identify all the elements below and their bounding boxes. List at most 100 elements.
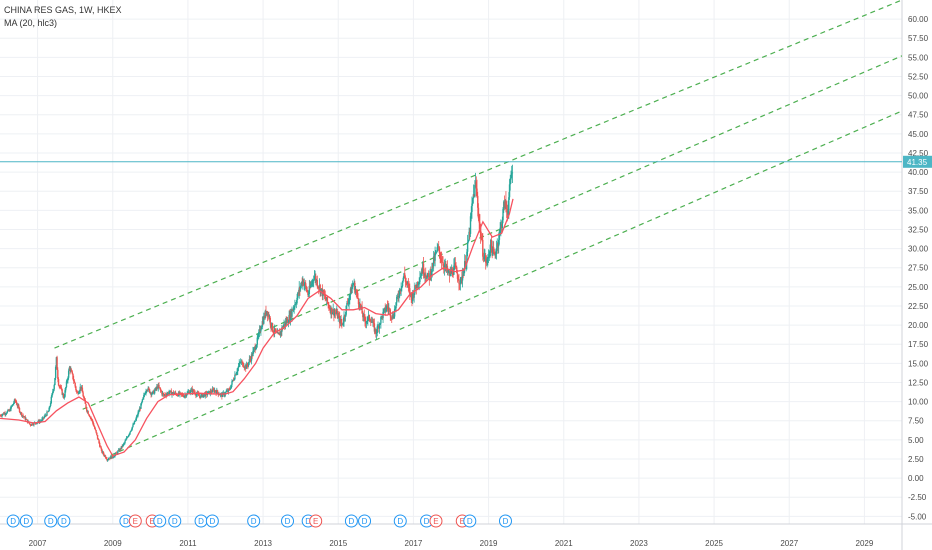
candle-body — [371, 321, 373, 323]
earnings-badge[interactable]: E — [128, 514, 142, 528]
indicator-label[interactable]: MA (20, hlc3) — [4, 18, 58, 28]
candle-body — [201, 393, 204, 398]
candle-body — [92, 422, 94, 425]
dividend-badge[interactable]: D — [168, 514, 182, 528]
dividend-badge[interactable]: D — [205, 514, 219, 528]
candle-body — [165, 395, 167, 397]
dividend-badge[interactable]: D — [393, 514, 407, 528]
x-tick-label: 2023 — [630, 539, 648, 548]
candle-body — [387, 306, 389, 310]
candle-body — [426, 275, 428, 279]
candle-body — [470, 211, 472, 217]
candle-body — [349, 288, 352, 295]
candle-body — [341, 324, 344, 326]
candle-body — [164, 394, 167, 396]
candle-body — [28, 423, 31, 425]
event-label: D — [61, 517, 67, 526]
candle-body — [216, 390, 219, 393]
candle-body — [246, 364, 248, 366]
event-label: D — [198, 517, 204, 526]
candle-body — [295, 303, 298, 305]
candle-body — [31, 423, 33, 426]
candle-body — [419, 275, 422, 278]
candle-body — [259, 329, 261, 332]
candle-body — [484, 255, 487, 263]
candle-body — [62, 394, 65, 398]
candle-body — [277, 332, 279, 334]
candle-body — [232, 380, 235, 382]
candle-body — [66, 380, 68, 382]
symbol-title[interactable]: CHINA RES GAS, 1W, HKEX — [4, 5, 122, 15]
dividend-badge[interactable]: D — [194, 514, 208, 528]
candle-body — [302, 279, 304, 285]
dividend-badge[interactable]: D — [57, 514, 71, 528]
candle-body — [392, 315, 394, 319]
candle-body — [362, 313, 364, 318]
candle-body — [323, 294, 326, 296]
candle-body — [243, 367, 245, 369]
candle-body — [154, 387, 157, 391]
candle-body — [44, 415, 46, 417]
candle-body — [410, 292, 412, 298]
candle-body — [207, 391, 209, 394]
candle-body — [391, 315, 394, 319]
dividend-badge[interactable]: D — [498, 514, 512, 528]
dividend-badge[interactable]: D — [358, 514, 372, 528]
dividend-badge[interactable]: D — [281, 514, 295, 528]
candle-body — [9, 409, 11, 411]
candle-body — [294, 304, 296, 308]
dividend-badge[interactable]: D — [44, 514, 58, 528]
candle-body — [350, 288, 352, 294]
candle-body — [399, 289, 402, 292]
x-tick-label: 2019 — [480, 539, 498, 548]
candle-body — [132, 424, 134, 427]
candle-body — [369, 319, 371, 321]
y-tick-label: 45.00 — [908, 130, 929, 139]
candle-body — [213, 390, 216, 392]
candle-body — [101, 451, 104, 453]
candle-body — [100, 447, 102, 450]
candle-body — [155, 387, 157, 389]
candle-body — [104, 455, 107, 458]
candle-body — [338, 315, 340, 317]
candle-body — [208, 391, 210, 392]
candle-body — [293, 307, 295, 309]
dividend-badge[interactable]: D — [153, 514, 167, 528]
x-tick-label: 2017 — [405, 539, 423, 548]
dividend-badge[interactable]: D — [247, 514, 261, 528]
dividend-badge[interactable]: D — [19, 514, 33, 528]
candle-body — [83, 396, 85, 399]
y-tick-label: 60.00 — [908, 15, 929, 24]
candle-body — [422, 263, 424, 274]
candle-body — [38, 420, 40, 423]
candle-body — [254, 347, 256, 350]
candle-body — [42, 417, 45, 419]
dividend-badge[interactable]: D — [344, 514, 358, 528]
dividend-badge[interactable]: D — [463, 514, 477, 528]
candle-body — [458, 283, 461, 285]
earnings-badge[interactable]: E — [429, 514, 443, 528]
candle-body — [129, 431, 131, 434]
candle-body — [261, 321, 264, 327]
chart-legend: CHINA RES GAS, 1W, HKEX MA (20, hlc3) — [4, 4, 122, 30]
dividend-badge[interactable]: D — [6, 514, 20, 528]
candle-body — [60, 387, 62, 389]
candle-body — [370, 321, 373, 323]
earnings-badge[interactable]: E — [309, 514, 323, 528]
candle-body — [370, 320, 372, 323]
candle-body — [101, 449, 103, 453]
candle-body — [379, 323, 381, 325]
candle-body — [244, 365, 246, 368]
candle-body — [269, 318, 272, 325]
x-tick-label: 2015 — [329, 539, 347, 548]
candle-body — [307, 294, 310, 295]
candle-body — [231, 381, 233, 385]
candle-body — [179, 392, 182, 394]
candle-body — [70, 369, 73, 372]
event-label: D — [48, 517, 54, 526]
candle-body — [349, 294, 351, 299]
candle-body — [502, 208, 504, 221]
candle-body — [273, 328, 276, 333]
candle-body — [250, 359, 252, 361]
